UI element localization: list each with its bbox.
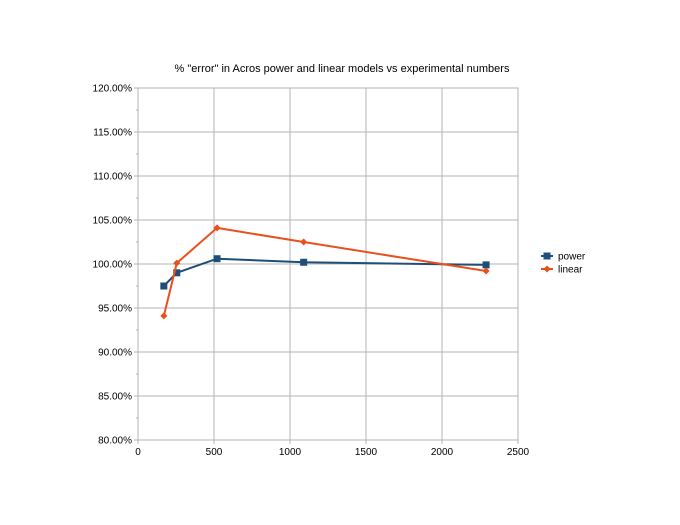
legend: power linear <box>541 252 586 276</box>
series-layer <box>160 224 490 320</box>
legend-swatch-marker <box>543 265 551 273</box>
y-axis-ticks: 80.00% 85.00% 90.00% 95.00% 100.00% 105.00% 11… <box>93 84 138 447</box>
chart-title: % "error" in Acros power and linear mode… <box>175 63 510 75</box>
y-tick-label: 110.00% <box>93 172 132 183</box>
data-point-linear <box>300 238 308 246</box>
data-point-linear <box>213 224 221 232</box>
x-axis-ticks: 0 500 1000 1500 2000 2500 <box>135 440 530 458</box>
grid-lines <box>138 88 518 440</box>
legend-item-linear: linear <box>541 265 583 276</box>
x-tick-label: 500 <box>206 447 223 458</box>
x-tick-label: 2000 <box>431 447 454 458</box>
data-point-power <box>160 282 168 290</box>
legend-swatch-marker <box>543 252 551 260</box>
x-tick-label: 2500 <box>507 447 530 458</box>
data-point-power <box>300 258 308 266</box>
y-tick-label: 80.00% <box>98 436 132 447</box>
y-tick-label: 105.00% <box>93 216 133 227</box>
data-point-power <box>173 269 181 277</box>
data-point-linear <box>482 267 490 275</box>
legend-label: linear <box>558 265 583 276</box>
series-linear <box>160 224 490 320</box>
y-tick-label: 100.00% <box>93 260 133 271</box>
data-point-linear <box>173 259 181 267</box>
y-tick-label: 115.00% <box>93 128 132 139</box>
legend-label: power <box>558 252 586 263</box>
x-tick-label: 0 <box>135 447 141 458</box>
series-line-linear <box>162 226 487 317</box>
data-point-linear <box>160 312 168 320</box>
data-point-power <box>213 255 221 263</box>
y-tick-label: 90.00% <box>98 348 132 359</box>
y-tick-label: 120.00% <box>93 84 133 95</box>
y-tick-label: 85.00% <box>98 392 132 403</box>
data-point-power <box>482 261 490 269</box>
series-power <box>160 255 490 290</box>
x-tick-label: 1000 <box>279 447 302 458</box>
legend-item-power: power <box>541 252 586 263</box>
y-tick-label: 95.00% <box>98 304 132 315</box>
x-tick-label: 1500 <box>355 447 378 458</box>
